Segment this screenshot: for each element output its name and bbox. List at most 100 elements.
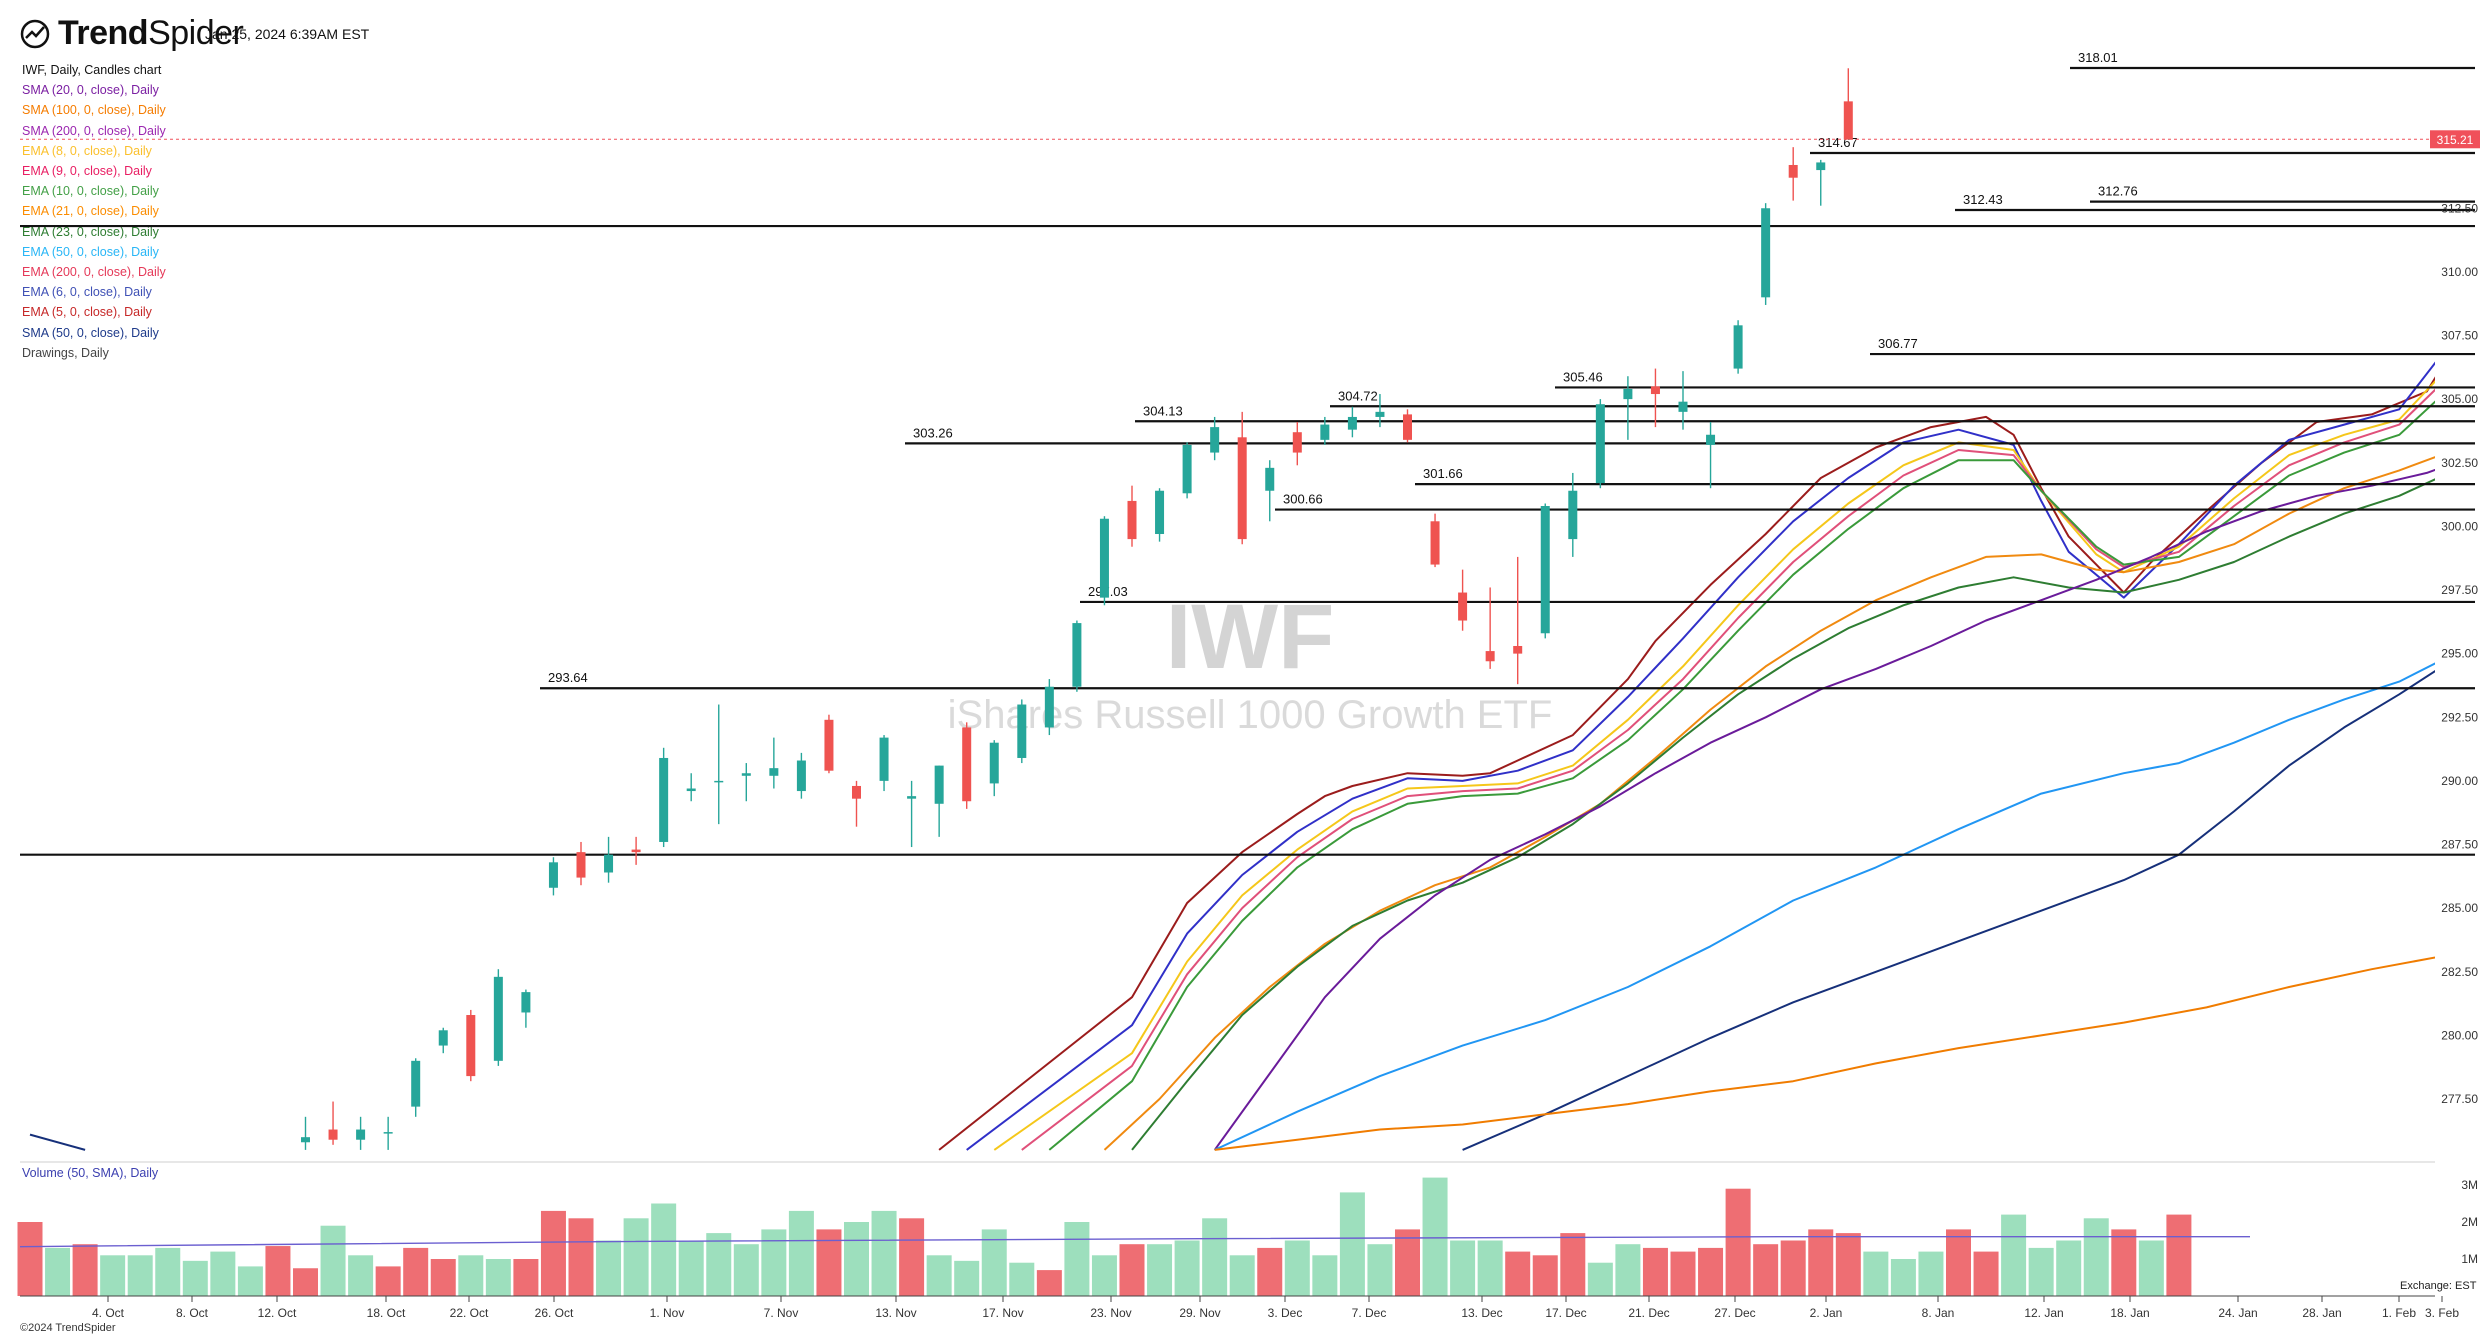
volume-bar[interactable] bbox=[182, 1260, 208, 1296]
volume-bar[interactable] bbox=[706, 1233, 732, 1296]
legend-item[interactable]: SMA (100, 0, close), Daily bbox=[22, 103, 166, 118]
candle-body[interactable] bbox=[438, 1030, 448, 1046]
volume-bar[interactable] bbox=[1119, 1244, 1145, 1296]
volume-bar[interactable] bbox=[320, 1225, 346, 1296]
candle-body[interactable] bbox=[714, 780, 724, 783]
trendspider-logo[interactable]: TrendSpider bbox=[20, 14, 244, 53]
candle-body[interactable] bbox=[879, 737, 889, 781]
volume-bar[interactable] bbox=[1339, 1192, 1365, 1296]
volume-bar[interactable] bbox=[2001, 1214, 2027, 1296]
candle-body[interactable] bbox=[796, 760, 806, 792]
candle-body[interactable] bbox=[1650, 386, 1660, 395]
legend-item[interactable]: EMA (200, 0, close), Daily bbox=[22, 265, 166, 280]
volume-bar[interactable] bbox=[458, 1255, 484, 1296]
volume-bar[interactable] bbox=[2111, 1229, 2137, 1296]
legend-item[interactable]: EMA (5, 0, close), Daily bbox=[22, 305, 152, 320]
volume-bar[interactable] bbox=[1450, 1240, 1476, 1297]
volume-bar[interactable] bbox=[1863, 1251, 1889, 1296]
volume-bar[interactable] bbox=[1973, 1251, 1999, 1296]
legend-item[interactable]: IWF, Daily, Candles chart bbox=[22, 63, 162, 77]
legend-item[interactable]: EMA (10, 0, close), Daily bbox=[22, 184, 159, 199]
volume-bar[interactable] bbox=[348, 1255, 374, 1296]
volume-bar[interactable] bbox=[1890, 1259, 1916, 1296]
candle-body[interactable] bbox=[301, 1137, 310, 1143]
volume-bar[interactable] bbox=[1009, 1262, 1035, 1296]
volume-bar[interactable] bbox=[678, 1240, 704, 1297]
volume-bar[interactable] bbox=[1560, 1233, 1586, 1296]
candle-body[interactable] bbox=[962, 727, 972, 802]
candle-body[interactable] bbox=[1485, 651, 1495, 662]
candle-body[interactable] bbox=[576, 852, 586, 878]
volume-bar[interactable] bbox=[1642, 1247, 1668, 1296]
candle-body[interactable] bbox=[852, 785, 861, 799]
volume-bar[interactable] bbox=[1229, 1255, 1255, 1296]
candle-body[interactable] bbox=[989, 742, 999, 784]
candle-body[interactable] bbox=[1265, 467, 1275, 491]
candle-body[interactable] bbox=[1099, 518, 1109, 598]
candle-body[interactable] bbox=[1155, 490, 1165, 535]
candle-body[interactable] bbox=[1843, 101, 1853, 140]
candle-body[interactable] bbox=[824, 719, 834, 771]
volume-bar[interactable] bbox=[761, 1229, 787, 1296]
candle-body[interactable] bbox=[411, 1060, 421, 1107]
volume-bar[interactable] bbox=[403, 1247, 429, 1296]
legend-item[interactable]: EMA (50, 0, close), Daily bbox=[22, 244, 159, 259]
legend-item[interactable]: EMA (8, 0, close), Daily bbox=[22, 143, 152, 158]
candle-body[interactable] bbox=[631, 849, 641, 853]
candle-body[interactable] bbox=[1237, 437, 1247, 540]
volume-bar[interactable] bbox=[651, 1203, 677, 1297]
volume-bar[interactable] bbox=[733, 1244, 759, 1296]
candle-body[interactable] bbox=[686, 788, 696, 792]
candle-body[interactable] bbox=[741, 773, 751, 776]
legend-item[interactable]: EMA (23, 0, close), Daily bbox=[22, 224, 159, 239]
volume-bar[interactable] bbox=[1395, 1229, 1420, 1296]
candle-body[interactable] bbox=[1595, 404, 1605, 484]
candle-body[interactable] bbox=[1706, 434, 1716, 445]
candle-body[interactable] bbox=[1623, 388, 1633, 400]
volume-bar[interactable] bbox=[2138, 1240, 2164, 1297]
volume-bar[interactable] bbox=[1091, 1255, 1117, 1296]
candle-body[interactable] bbox=[1540, 506, 1550, 634]
volume-bar[interactable] bbox=[1257, 1247, 1283, 1296]
candle-body[interactable] bbox=[1513, 645, 1523, 654]
candle-body[interactable] bbox=[1375, 411, 1385, 417]
legend-item[interactable]: SMA (20, 0, close), Daily bbox=[22, 83, 159, 98]
volume-bar[interactable] bbox=[1670, 1251, 1696, 1296]
candle-body[interactable] bbox=[1044, 686, 1054, 728]
volume-bar[interactable] bbox=[1367, 1244, 1393, 1296]
candle-body[interactable] bbox=[1210, 427, 1220, 453]
volume-bar[interactable] bbox=[954, 1260, 980, 1296]
volume-bar[interactable] bbox=[1147, 1244, 1173, 1296]
volume-bar[interactable] bbox=[155, 1247, 181, 1296]
volume-bar[interactable] bbox=[430, 1259, 456, 1296]
candle-body[interactable] bbox=[769, 768, 779, 776]
volume-bar[interactable] bbox=[1532, 1255, 1558, 1296]
volume-bar[interactable] bbox=[100, 1255, 126, 1296]
candle-body[interactable] bbox=[1072, 623, 1082, 687]
volume-bar[interactable] bbox=[596, 1240, 622, 1297]
volume-bar[interactable] bbox=[1808, 1229, 1834, 1296]
legend-item[interactable]: Drawings, Daily bbox=[22, 345, 109, 360]
volume-bar[interactable] bbox=[981, 1229, 1007, 1296]
candle-body[interactable] bbox=[1430, 521, 1440, 565]
volume-bar[interactable] bbox=[568, 1218, 594, 1296]
volume-bar[interactable] bbox=[1587, 1262, 1613, 1296]
volume-bar[interactable] bbox=[1036, 1270, 1062, 1296]
volume-bar[interactable] bbox=[1698, 1247, 1724, 1296]
volume-bar[interactable] bbox=[1918, 1251, 1944, 1296]
volume-bar[interactable] bbox=[1312, 1255, 1338, 1296]
legend-item[interactable]: EMA (21, 0, close), Daily bbox=[22, 204, 159, 219]
volume-bar[interactable] bbox=[485, 1259, 511, 1296]
volume-bar[interactable] bbox=[623, 1218, 649, 1296]
candle-body[interactable] bbox=[907, 796, 917, 799]
volume-bar[interactable] bbox=[2056, 1240, 2082, 1297]
candle-body[interactable] bbox=[1127, 500, 1137, 540]
volume-bar[interactable] bbox=[899, 1218, 925, 1296]
volume-bar[interactable] bbox=[72, 1244, 98, 1296]
legend-item[interactable]: EMA (6, 0, close), Daily bbox=[22, 285, 152, 300]
legend-item[interactable]: EMA (9, 0, close), Daily bbox=[22, 164, 152, 179]
candle-body[interactable] bbox=[1017, 704, 1027, 758]
volume-bar[interactable] bbox=[1835, 1233, 1861, 1296]
volume-bar[interactable] bbox=[1174, 1240, 1200, 1297]
